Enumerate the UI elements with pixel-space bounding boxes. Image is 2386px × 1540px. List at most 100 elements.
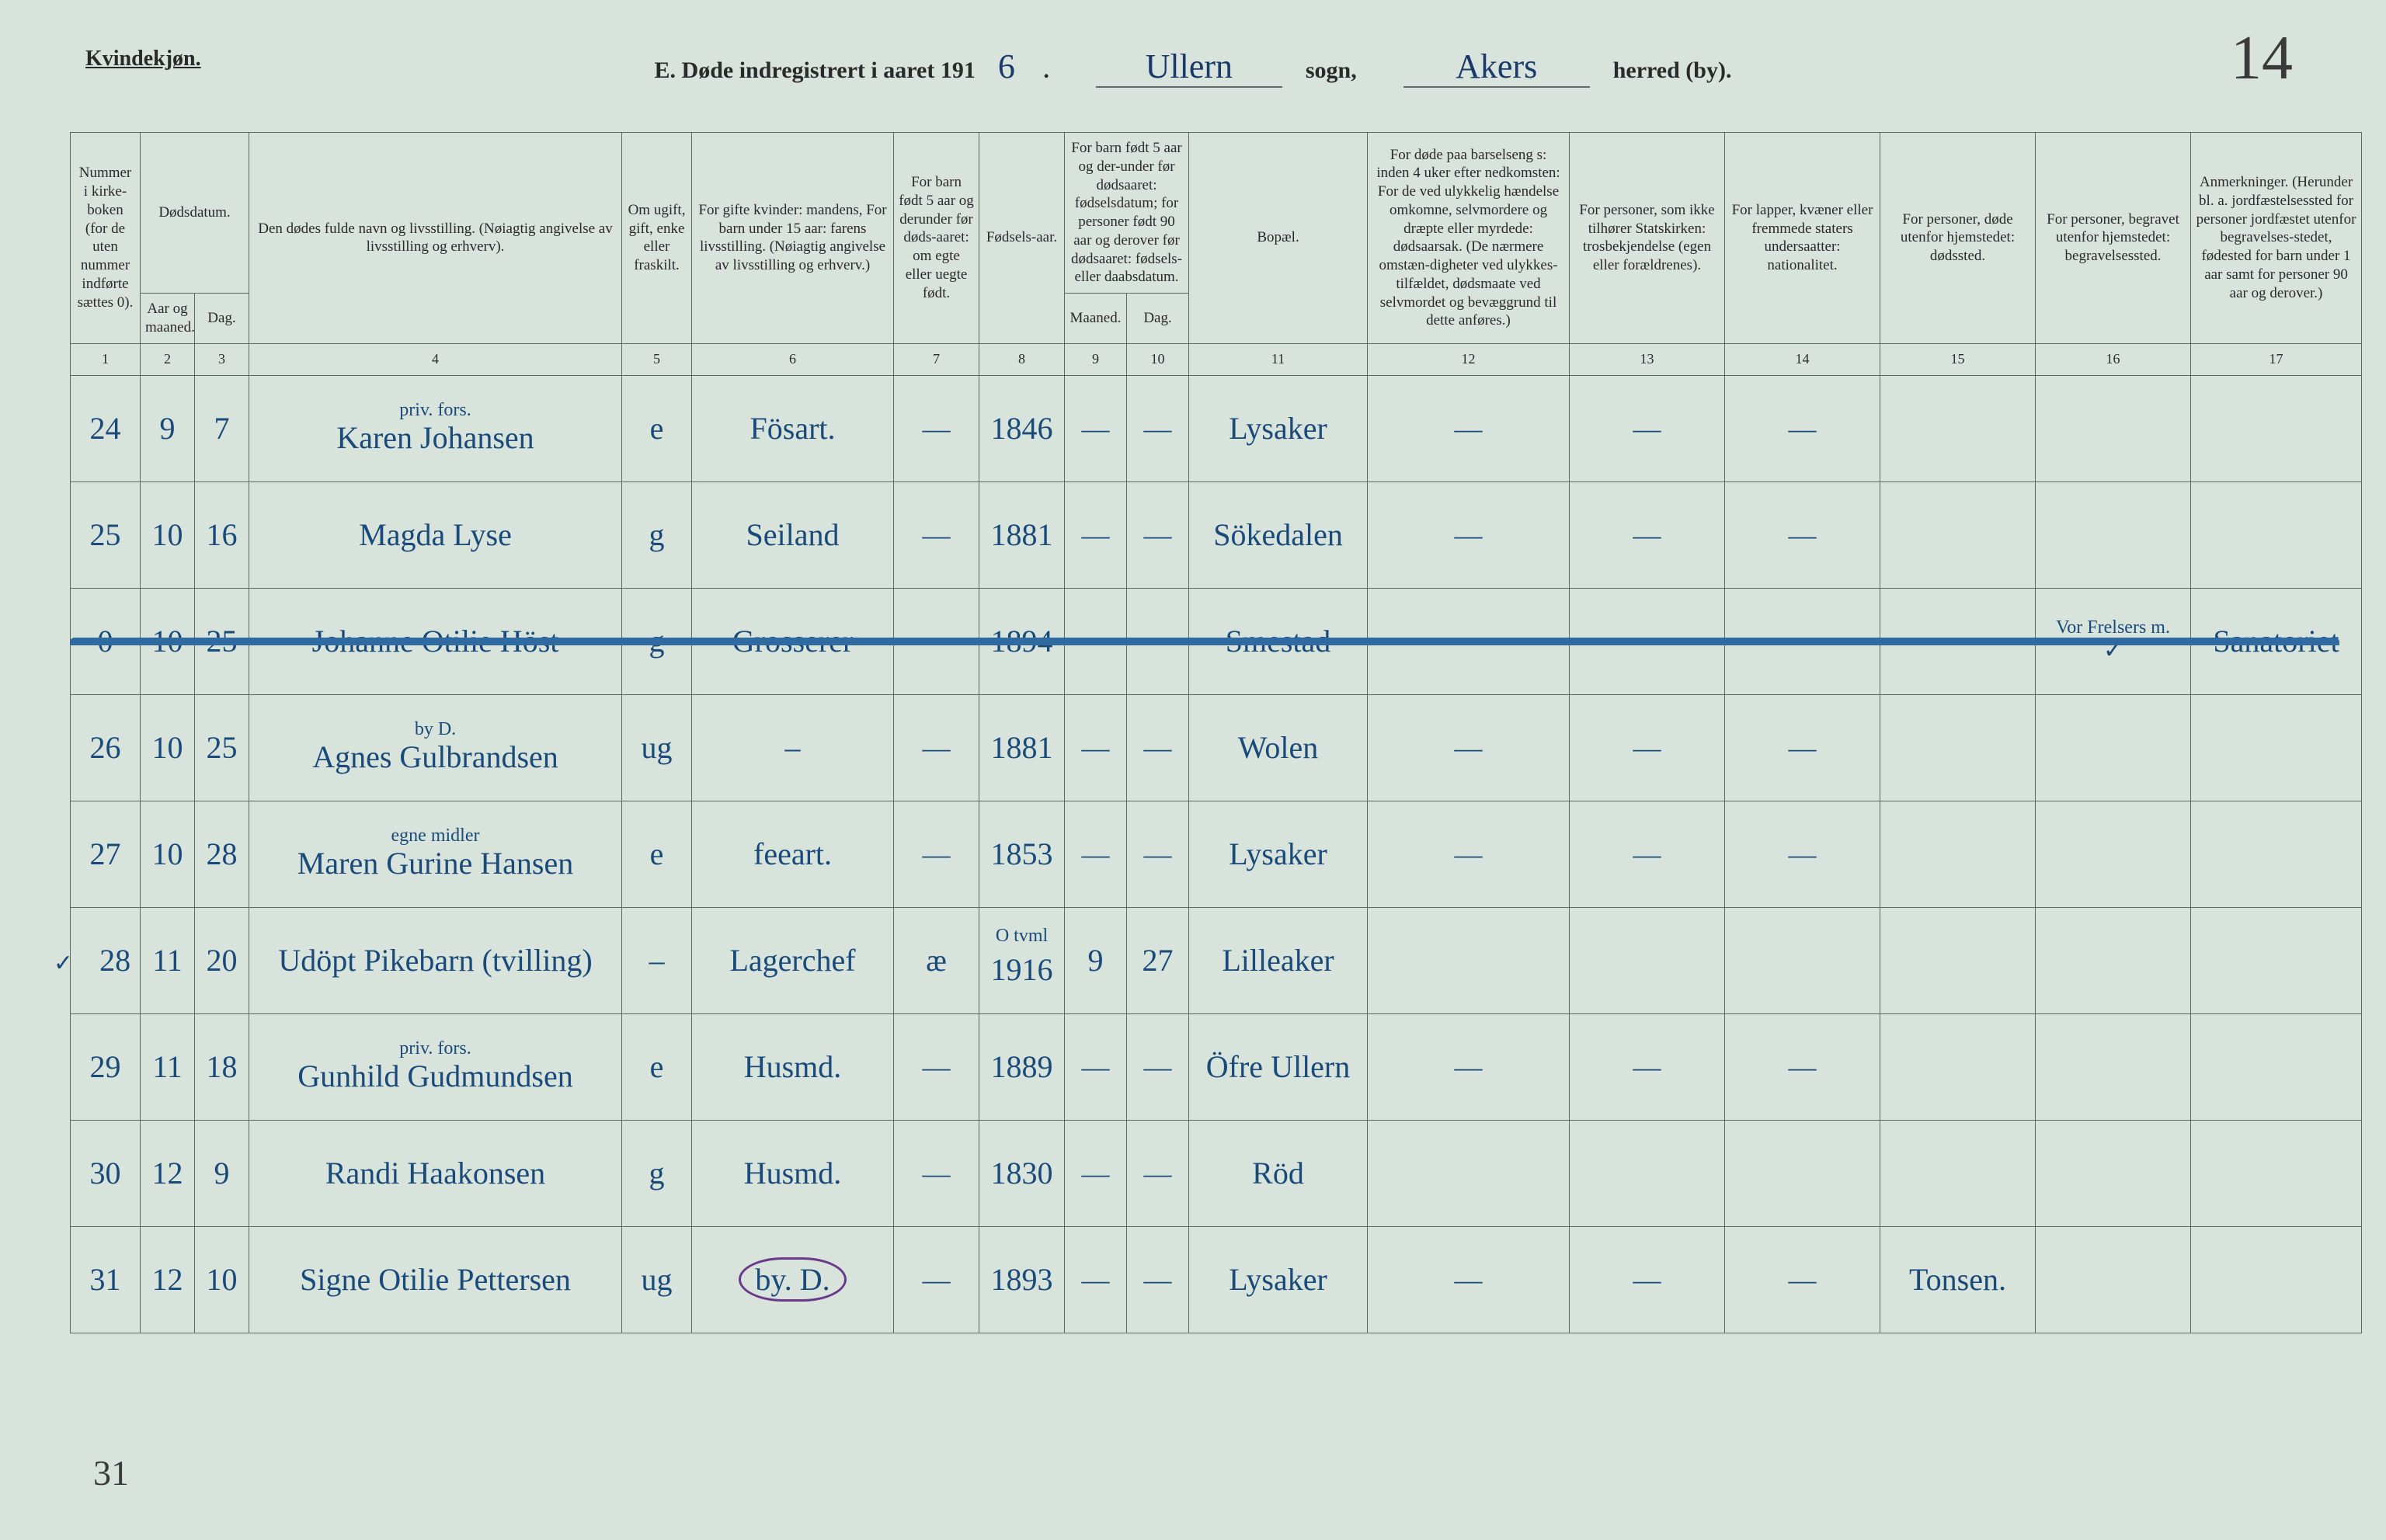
cell: [1880, 1120, 2036, 1226]
cell: [1127, 588, 1189, 694]
cell: 25: [195, 694, 249, 801]
cell: Lysaker: [1189, 375, 1368, 481]
cell: e: [622, 1013, 692, 1120]
cell: ug: [622, 1226, 692, 1333]
cell: [1368, 907, 1570, 1013]
cell: 1853: [979, 801, 1065, 907]
cell: [2191, 694, 2362, 801]
cell: 0: [71, 588, 141, 694]
cell: [2191, 801, 2362, 907]
col-header: Maaned.: [1065, 294, 1127, 344]
cell: Randi Haakonsen: [249, 1120, 622, 1226]
table-row: 30129Randi HaakonsengHusmd.—1830——Röd: [71, 1120, 2362, 1226]
cell: 11: [141, 907, 195, 1013]
col-header: Bopæl.: [1189, 133, 1368, 344]
col-num: 2: [141, 343, 195, 375]
cell: ✓28: [71, 907, 141, 1013]
cell: —: [1065, 1013, 1127, 1120]
cell: [2191, 1226, 2362, 1333]
cell: 7: [195, 375, 249, 481]
col-num: 4: [249, 343, 622, 375]
col-header: Fødsels-aar.: [979, 133, 1065, 344]
col-header: Om ugift, gift, enke eller fraskilt.: [622, 133, 692, 344]
cell: egne midlerMaren Gurine Hansen: [249, 801, 622, 907]
cell: Sanatoriet: [2191, 588, 2362, 694]
cell: [2036, 1226, 2191, 1333]
cell: 29: [71, 1013, 141, 1120]
cell: —: [1065, 694, 1127, 801]
cell: [2036, 694, 2191, 801]
cell: æ: [894, 907, 979, 1013]
cell: [1880, 907, 2036, 1013]
footer-note: 31: [93, 1452, 129, 1493]
cell: O tvml1916: [979, 907, 1065, 1013]
cell: 10: [141, 801, 195, 907]
cell: [1570, 1120, 1725, 1226]
col-num: 8: [979, 343, 1065, 375]
cell: —: [1725, 1226, 1880, 1333]
cell: —: [894, 588, 979, 694]
cell: Smestad: [1189, 588, 1368, 694]
cell: —: [894, 1013, 979, 1120]
cell: —: [1127, 694, 1189, 801]
cell: Sökedalen: [1189, 481, 1368, 588]
cell: —: [1725, 694, 1880, 801]
title-prefix: E. Døde indregistrert i aaret 191: [655, 57, 976, 83]
cell: —: [1570, 694, 1725, 801]
cell: 27: [1127, 907, 1189, 1013]
cell: —: [1368, 1013, 1570, 1120]
cell: Udöpt Pikebarn (tvilling): [249, 907, 622, 1013]
cell: [2191, 375, 2362, 481]
col-header: For døde paa barselseng s: inden 4 uker …: [1368, 133, 1570, 344]
cell: 25: [195, 588, 249, 694]
cell: 1881: [979, 481, 1065, 588]
cell: [2036, 1013, 2191, 1120]
cell: e: [622, 801, 692, 907]
cell: feeart.: [692, 801, 894, 907]
cell: 1893: [979, 1226, 1065, 1333]
cell: Johanne Otilie Höst: [249, 588, 622, 694]
cell: g: [622, 1120, 692, 1226]
cell: priv. fors.Gunhild Gudmundsen: [249, 1013, 622, 1120]
cell: —: [1368, 481, 1570, 588]
cell: g: [622, 481, 692, 588]
cell: 10: [195, 1226, 249, 1333]
cell: 1889: [979, 1013, 1065, 1120]
cell: [1880, 481, 2036, 588]
table-row: 261025by D.Agnes Gulbrandsenug–—1881——Wo…: [71, 694, 2362, 801]
col-num: 11: [1189, 343, 1368, 375]
cell: Husmd.: [692, 1013, 894, 1120]
cell: 10: [141, 481, 195, 588]
cell: 1894: [979, 588, 1065, 694]
cell: —: [1065, 801, 1127, 907]
table-row: 251016Magda LysegSeiland—1881——Sökedalen…: [71, 481, 2362, 588]
col-num: 16: [2036, 343, 2191, 375]
cell: —: [1127, 375, 1189, 481]
cell: —: [1368, 1226, 1570, 1333]
cell: 30: [71, 1120, 141, 1226]
cell: Fösart.: [692, 375, 894, 481]
table-row: 311210Signe Otilie Pettersenugby. D.—189…: [71, 1226, 2362, 1333]
cell: —: [894, 481, 979, 588]
cell: 1830: [979, 1120, 1065, 1226]
col-header: Den dødes fulde navn og livsstilling. (N…: [249, 133, 622, 344]
year-suffix: 6: [976, 47, 1038, 86]
table-head: Nummer i kirke-boken (for de uten nummer…: [71, 133, 2362, 376]
table-row: 2497priv. fors.Karen JohanseneFösart.—18…: [71, 375, 2362, 481]
cell: 9: [1065, 907, 1127, 1013]
cell: 25: [71, 481, 141, 588]
cell: —: [1570, 801, 1725, 907]
cell: ug: [622, 694, 692, 801]
col-header: For gifte kvinder: mandens, For barn und…: [692, 133, 894, 344]
cell: Husmd.: [692, 1120, 894, 1226]
cell: Grosserer: [692, 588, 894, 694]
cell: by. D.: [692, 1226, 894, 1333]
col-header: Dag.: [1127, 294, 1189, 344]
cell: —: [1127, 1226, 1189, 1333]
cell: 16: [195, 481, 249, 588]
col-header: Dag.: [195, 294, 249, 344]
cell: 10: [141, 694, 195, 801]
table-row: 291118priv. fors.Gunhild GudmundseneHusm…: [71, 1013, 2362, 1120]
cell: [2036, 375, 2191, 481]
cell: Öfre Ullern: [1189, 1013, 1368, 1120]
